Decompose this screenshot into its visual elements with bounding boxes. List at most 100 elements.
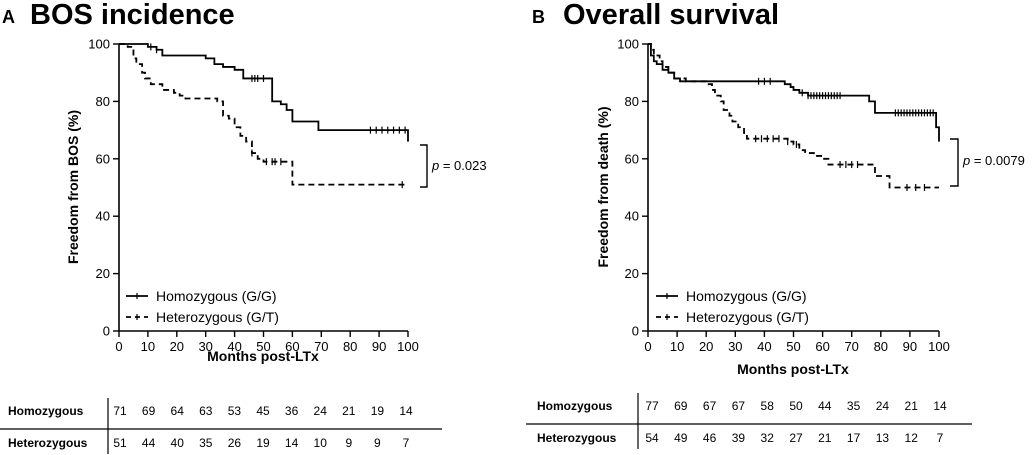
p-value-bracket	[950, 138, 959, 187]
p-value-annotation: p = 0.023	[431, 158, 487, 173]
risk-value: 50	[789, 399, 803, 413]
y-tick-label: 60	[96, 151, 110, 166]
risk-value: 69	[142, 404, 156, 418]
risk-value: 27	[789, 431, 803, 445]
x-tick-label: 80	[343, 339, 357, 354]
x-tick-label: 70	[314, 339, 328, 354]
km-curve-heterozygous	[648, 43, 939, 189]
risk-value: 44	[142, 436, 156, 450]
p-value-bracket	[420, 144, 428, 188]
x-tick-label: 20	[699, 339, 713, 354]
p-value-text: = 0.0079	[970, 153, 1025, 168]
risk-value: 13	[876, 431, 890, 445]
risk-value: 40	[171, 436, 185, 450]
x-tick-label: 0	[115, 339, 122, 354]
risk-value: 9	[345, 436, 352, 450]
km-curve-heterozygous	[119, 43, 408, 186]
x-tick-label: 50	[256, 339, 270, 354]
legend-label: Homozygous (G/G)	[686, 288, 807, 304]
risk-table: Homozygous 77 69 67 67 58 50 44 35 24 21 14 Heterozy…	[526, 393, 972, 449]
risk-value: 67	[703, 399, 717, 413]
risk-table: Homozygous 71 69 64 63 53 45 36 24 21 19 14 Heterozy…	[0, 398, 442, 454]
risk-value: 77	[645, 399, 659, 413]
risk-value: 63	[199, 404, 213, 418]
risk-value: 45	[256, 404, 270, 418]
risk-value: 35	[199, 436, 213, 450]
panel-title: Overall survival	[563, 0, 779, 31]
risk-value: 7	[937, 431, 944, 445]
risk-row-label: Homozygous	[537, 399, 613, 413]
p-value-text: = 0.023	[439, 158, 486, 173]
risk-row-label: Homozygous	[8, 404, 84, 418]
risk-row-label: Heterozygous	[537, 431, 617, 445]
risk-value: 21	[818, 431, 832, 445]
risk-value: 10	[314, 436, 328, 450]
x-tick-label: 10	[141, 339, 155, 354]
risk-value: 67	[732, 399, 746, 413]
x-tick-label: 0	[644, 339, 651, 354]
risk-value: 7	[403, 436, 410, 450]
y-tick-label: 60	[625, 151, 639, 166]
risk-value: 51	[113, 436, 127, 450]
risk-value: 24	[314, 404, 328, 418]
risk-value: 17	[847, 431, 861, 445]
risk-value: 64	[171, 404, 185, 418]
panel-b: B Overall survival 0 20 40 60 80 100 0 10 20 30 40 50…	[526, 0, 1025, 449]
km-curve-homozygous	[119, 43, 409, 142]
x-axis-label: Months post-LTx	[207, 348, 319, 364]
y-axis-label: Freedom from BOS (%)	[65, 110, 81, 264]
panel-a: A BOS incidence 0 20 40 60 80 100 0 10 20 30 40 50 60 7…	[0, 0, 487, 454]
risk-value: 32	[761, 431, 775, 445]
p-value-symbol: p	[431, 158, 439, 173]
risk-value: 26	[228, 436, 242, 450]
x-tick-label: 30	[198, 339, 212, 354]
risk-value: 19	[371, 404, 385, 418]
y-tick-label: 40	[625, 209, 639, 224]
x-tick-label: 40	[757, 339, 771, 354]
x-tick-label: 100	[397, 339, 419, 354]
y-tick-label: 0	[103, 324, 110, 339]
y-tick-label: 100	[617, 37, 639, 52]
panel-letter: A	[2, 7, 15, 27]
x-tick-label: 60	[285, 339, 299, 354]
x-tick-label: 90	[903, 339, 917, 354]
risk-value: 21	[342, 404, 356, 418]
risk-value: 54	[645, 431, 659, 445]
y-tick-label: 20	[625, 266, 639, 281]
risk-value: 14	[285, 436, 299, 450]
y-axis-label: Freedom from death (%)	[595, 106, 611, 267]
x-tick-label: 100	[928, 339, 950, 354]
risk-value: 39	[732, 431, 746, 445]
x-tick-label: 90	[372, 339, 386, 354]
risk-value: 24	[876, 399, 890, 413]
y-tick-label: 80	[625, 94, 639, 109]
risk-value: 14	[933, 399, 947, 413]
x-tick-label: 60	[815, 339, 829, 354]
x-tick-label: 10	[670, 339, 684, 354]
x-tick-label: 80	[874, 339, 888, 354]
panel-letter: B	[532, 7, 545, 27]
y-tick-label: 20	[96, 266, 110, 281]
x-tick-label: 20	[170, 339, 184, 354]
risk-value: 35	[847, 399, 861, 413]
x-tick-label: 70	[844, 339, 858, 354]
y-tick-label: 40	[96, 209, 110, 224]
x-tick-label: 30	[728, 339, 742, 354]
y-tick-label: 0	[632, 324, 639, 339]
x-axis-label: Months post-LTx	[737, 361, 849, 377]
risk-value: 36	[285, 404, 299, 418]
risk-value: 69	[674, 399, 688, 413]
risk-value: 49	[674, 431, 688, 445]
legend-label: Homozygous (G/G)	[156, 288, 277, 304]
legend-label: Heterozygous (G/T)	[156, 309, 279, 325]
legend-label: Heterozygous (G/T)	[686, 309, 809, 325]
risk-value: 58	[761, 399, 775, 413]
risk-value: 44	[818, 399, 832, 413]
x-tick-label: 40	[227, 339, 241, 354]
panel-title: BOS incidence	[30, 0, 235, 31]
km-curve-homozygous	[648, 43, 940, 142]
x-tick-label: 50	[786, 339, 800, 354]
risk-value: 14	[399, 404, 413, 418]
risk-value: 12	[905, 431, 919, 445]
